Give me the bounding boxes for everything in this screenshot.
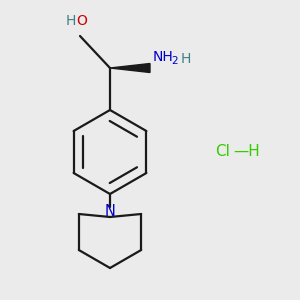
- Text: NH: NH: [153, 50, 174, 64]
- Text: O: O: [76, 14, 87, 28]
- Text: —H: —H: [233, 145, 260, 160]
- Text: H: H: [66, 14, 76, 28]
- Text: N: N: [105, 205, 116, 220]
- Polygon shape: [110, 64, 150, 73]
- Text: 2: 2: [171, 56, 178, 66]
- Text: Cl: Cl: [215, 145, 230, 160]
- Text: H: H: [181, 52, 191, 66]
